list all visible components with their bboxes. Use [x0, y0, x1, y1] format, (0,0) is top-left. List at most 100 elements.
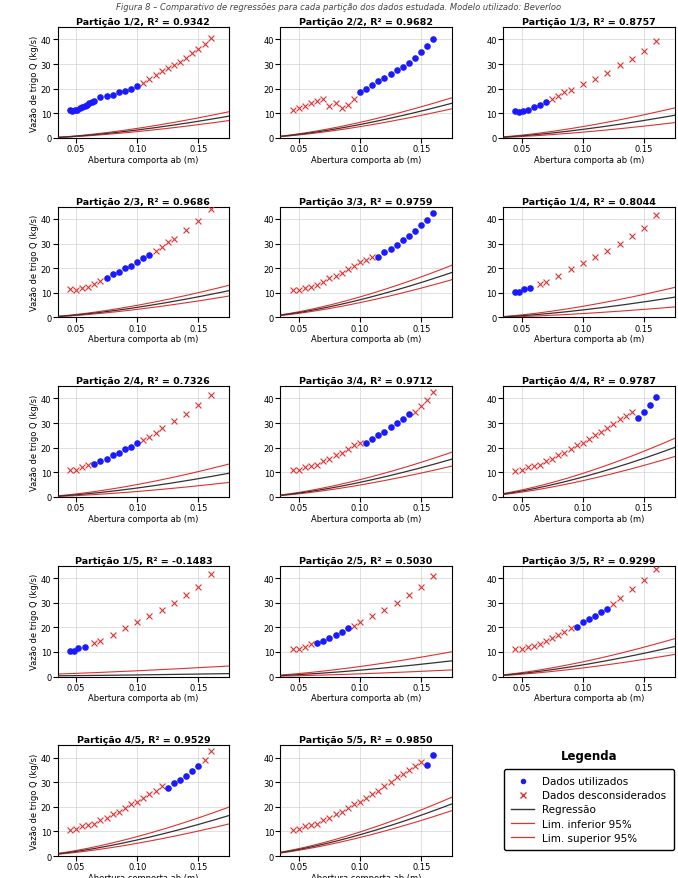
Point — [95, 813, 106, 827]
Point — [602, 602, 613, 616]
Title: Partição 3/3, R² = 0.9759: Partição 3/3, R² = 0.9759 — [300, 198, 433, 206]
X-axis label: Abertura comporta ab (m): Abertura comporta ab (m) — [534, 335, 644, 343]
Point — [639, 221, 650, 235]
X-axis label: Abertura comporta ab (m): Abertura comporta ab (m) — [534, 514, 644, 523]
Point — [294, 643, 304, 657]
Point — [633, 412, 643, 426]
Point — [163, 781, 174, 795]
Point — [150, 784, 161, 798]
Point — [428, 33, 439, 47]
Point — [72, 104, 83, 118]
Point — [391, 64, 402, 78]
Point — [403, 408, 414, 422]
Point — [312, 458, 323, 472]
Point — [342, 622, 353, 636]
Point — [355, 795, 365, 809]
Point — [367, 788, 378, 802]
Point — [89, 817, 100, 831]
Point — [144, 609, 155, 623]
Point — [287, 104, 298, 118]
Point — [534, 277, 545, 291]
Point — [150, 427, 161, 441]
Point — [367, 609, 378, 623]
Point — [348, 619, 359, 633]
X-axis label: Abertura comporta ab (m): Abertura comporta ab (m) — [311, 514, 421, 523]
Point — [355, 255, 365, 270]
Point — [83, 458, 94, 472]
Point — [69, 104, 80, 119]
Point — [608, 597, 619, 611]
Text: Figura 8 – Comparativo de regressões para cada partição dos dados estudada. Mode: Figura 8 – Comparativo de regressões par… — [117, 3, 561, 11]
Point — [324, 100, 335, 114]
Point — [64, 104, 75, 118]
Point — [169, 414, 180, 428]
Point — [373, 784, 384, 798]
Point — [287, 284, 298, 298]
Point — [516, 464, 527, 478]
Point — [181, 408, 192, 422]
Point — [107, 628, 118, 642]
Point — [422, 214, 433, 228]
Point — [565, 263, 576, 277]
Point — [342, 801, 353, 815]
Y-axis label: Vazão de trigo Q (kg/s): Vazão de trigo Q (kg/s) — [31, 752, 39, 849]
Point — [578, 257, 589, 271]
Point — [361, 83, 372, 97]
Point — [89, 95, 100, 109]
Point — [416, 399, 426, 414]
Point — [113, 446, 124, 460]
X-axis label: Abertura comporta ab (m): Abertura comporta ab (m) — [311, 155, 421, 164]
Point — [330, 807, 341, 821]
Point — [306, 97, 317, 112]
Point — [125, 797, 136, 811]
Point — [64, 824, 75, 838]
Point — [336, 805, 347, 819]
Point — [540, 455, 551, 469]
Title: Partição 5/5, R² = 0.9850: Partição 5/5, R² = 0.9850 — [300, 736, 433, 745]
X-axis label: Abertura comporta ab (m): Abertura comporta ab (m) — [311, 694, 421, 702]
Point — [342, 263, 353, 277]
Point — [620, 409, 631, 423]
Point — [578, 77, 589, 91]
Point — [89, 457, 100, 471]
Point — [132, 795, 142, 809]
Title: Partição 2/3, R² = 0.9686: Partição 2/3, R² = 0.9686 — [77, 198, 210, 206]
Point — [300, 640, 311, 654]
Point — [572, 621, 582, 635]
Point — [119, 801, 130, 815]
Point — [626, 582, 637, 596]
Point — [181, 588, 192, 602]
Title: Partição 4/5, R² = 0.9529: Partição 4/5, R² = 0.9529 — [77, 736, 210, 745]
Point — [510, 643, 521, 657]
Point — [534, 98, 545, 112]
Point — [428, 206, 439, 220]
Point — [336, 267, 347, 281]
X-axis label: Abertura comporta ab (m): Abertura comporta ab (m) — [88, 155, 199, 164]
Point — [639, 45, 650, 59]
Point — [602, 67, 613, 81]
Point — [205, 32, 216, 47]
Point — [578, 436, 589, 450]
Point — [107, 268, 118, 282]
Point — [428, 385, 439, 399]
Point — [287, 824, 298, 838]
Point — [519, 283, 530, 297]
Point — [645, 398, 656, 412]
Point — [525, 282, 536, 296]
Point — [294, 102, 304, 116]
Point — [156, 421, 167, 435]
Title: Partição 1/3, R² = 0.8757: Partição 1/3, R² = 0.8757 — [522, 18, 656, 27]
Point — [205, 203, 216, 217]
Point — [77, 461, 87, 475]
Point — [367, 251, 378, 265]
Point — [119, 262, 130, 276]
Point — [113, 805, 124, 819]
Point — [144, 430, 155, 444]
Point — [64, 644, 75, 658]
Point — [312, 817, 323, 831]
Point — [181, 769, 192, 783]
Point — [175, 773, 186, 787]
Legend: Dados utilizados, Dados desconsiderados, Regressão, Lim. inferior 95%, Lim. supe: Dados utilizados, Dados desconsiderados,… — [504, 769, 674, 850]
Point — [84, 97, 95, 112]
Point — [367, 433, 378, 447]
